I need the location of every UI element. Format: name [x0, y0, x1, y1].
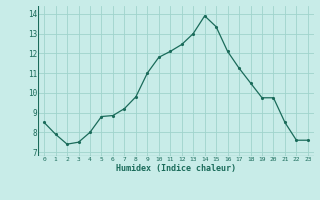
- X-axis label: Humidex (Indice chaleur): Humidex (Indice chaleur): [116, 164, 236, 173]
